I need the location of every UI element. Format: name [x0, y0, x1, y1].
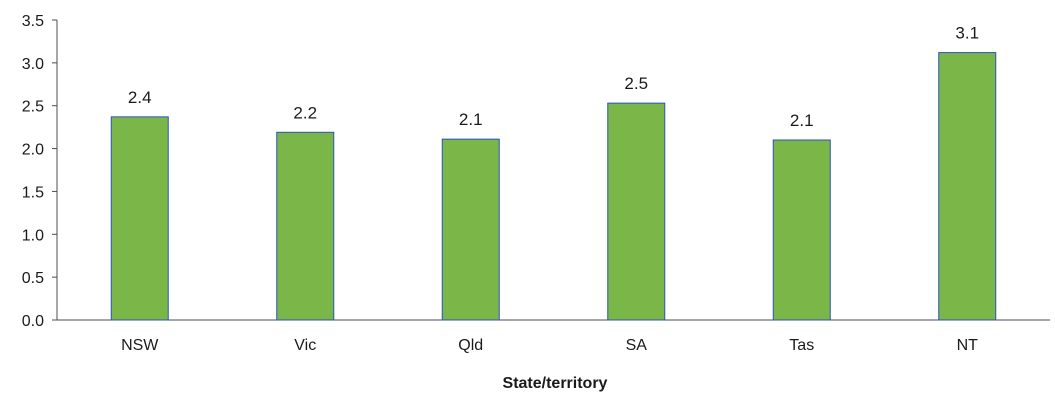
data-label-nt: 3.1: [955, 24, 979, 43]
x-tick-label-sa: SA: [626, 337, 648, 354]
bar-qld: [441, 138, 500, 321]
y-axis: 0.0 0.5 1.0 1.5 2.0 2.5 3.0 3.5: [22, 13, 58, 330]
x-tick-label-nt: NT: [957, 337, 979, 354]
data-label-qld: 2.1: [459, 110, 483, 129]
y-tick-label: 0.5: [22, 270, 44, 287]
data-label-tas: 2.1: [790, 111, 814, 130]
y-tick-label: 1.5: [22, 184, 44, 201]
bar-nsw: [110, 116, 169, 321]
y-tick-label: 2.0: [22, 142, 44, 159]
data-labels: 2.4 2.2 2.1 2.5 2.1 3.1: [128, 24, 979, 130]
bar-sa: [607, 102, 666, 321]
y-tick-label: 3.5: [22, 13, 44, 30]
bar-tas: [772, 139, 831, 321]
x-tick-label-vic: Vic: [294, 337, 316, 354]
x-tick-label-qld: Qld: [458, 337, 483, 354]
x-axis: NSW Vic Qld SA Tas NT: [57, 319, 1050, 354]
y-tick-label: 1.0: [22, 227, 44, 244]
x-tick-label-nsw: NSW: [121, 337, 159, 354]
y-tick-label: 3.0: [22, 56, 44, 73]
bar-vic: [276, 131, 335, 321]
bar-nt: [938, 52, 997, 321]
data-label-vic: 2.2: [293, 103, 317, 122]
y-tick-label: 0.0: [22, 313, 44, 330]
x-tick-label-tas: Tas: [789, 337, 814, 354]
y-tick-label: 2.5: [22, 99, 44, 116]
data-label-sa: 2.5: [624, 74, 648, 93]
x-axis-title: State/territory: [503, 375, 608, 392]
bars: [110, 52, 997, 321]
data-label-nsw: 2.4: [128, 88, 152, 107]
